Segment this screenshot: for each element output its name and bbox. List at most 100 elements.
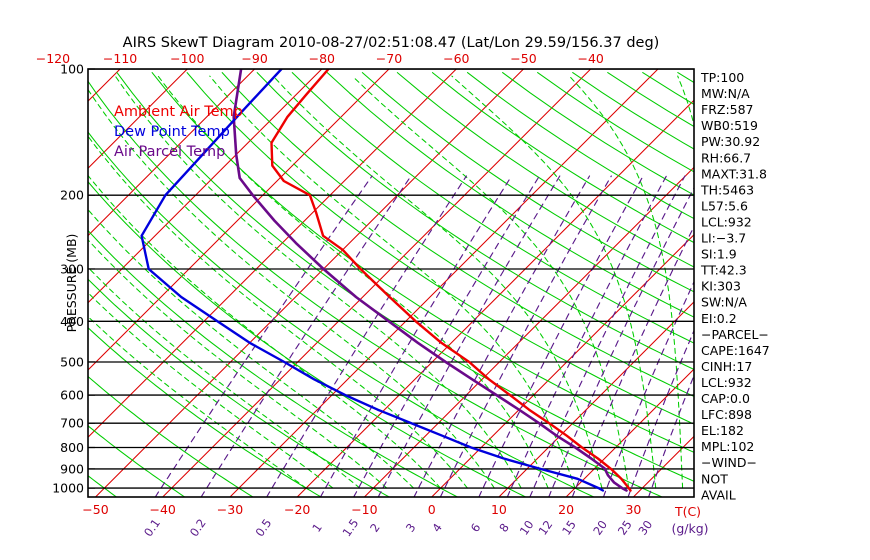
index-row-0: TP:100: [700, 70, 744, 85]
pressure-tick-500: 500: [60, 355, 84, 370]
moist-adiabat-24: [272, 75, 603, 489]
y-axis-label: PRESSURE (MB): [64, 234, 79, 333]
top-temp-tick-3: −90: [241, 51, 267, 66]
plot-frame: [87, 68, 695, 498]
mixing-ratio-tick-15: 15: [559, 518, 579, 538]
index-row-22: EL:182: [701, 423, 744, 438]
pressure-tick-600: 600: [60, 388, 84, 403]
dry-adiabat-60: [186, 72, 694, 425]
index-row-26: AVAIL: [701, 487, 736, 502]
pressure-tick-labels: 100 200 300 400 500 600 700 800 900 1000: [52, 62, 95, 496]
pressure-tick-800: 800: [60, 440, 84, 455]
moist-adiabat-20: [209, 75, 576, 489]
mixing-ratio-0.5: [266, 175, 467, 497]
index-row-1: MW:N/A: [701, 86, 750, 101]
dry-adiabat-150: [502, 72, 694, 196]
index-row-3: WB0:519: [701, 118, 758, 133]
mixing-ratio-30: [648, 374, 694, 497]
bottom-temp-tick-3: −20: [284, 502, 310, 517]
top-temp-tick-7: −50: [510, 51, 536, 66]
mixing-ratio-3: [413, 175, 591, 497]
index-row-4: PW:30.92: [701, 134, 760, 149]
mixing-ratio-2: [377, 175, 561, 497]
top-temp-tick-labels: −120 −110 −100 −90 −80 −70 −60 −50 −40: [36, 51, 604, 66]
moist-adiabat-16: [157, 75, 549, 489]
index-row-11: SI:1.9: [701, 247, 737, 262]
moist-adiabat-36: [568, 75, 684, 489]
mixing-ratio-tick-12: 12: [535, 518, 555, 538]
top-temp-tick-1: −110: [103, 51, 137, 66]
dry-adiabat-40: [116, 72, 694, 482]
index-row-5: RH:66.7: [701, 150, 751, 165]
legend-item-0: Ambient Air Temp: [114, 104, 243, 120]
dry-adiabat-50: [151, 72, 694, 453]
moist-adiabat-12: [114, 75, 522, 489]
top-temp-tick-5: −70: [376, 51, 402, 66]
isotherm--50: [94, 69, 525, 497]
bottom-temp-tick-0: −50: [82, 502, 108, 517]
mixing-ratio-8: [506, 175, 667, 497]
mixing-ratio-tick-10: 10: [517, 518, 537, 538]
top-temp-tick-2: −100: [170, 51, 204, 66]
top-temp-tick-6: −60: [443, 51, 469, 66]
dry-adiabat-70: [221, 72, 694, 397]
dry-adiabat-80: [256, 72, 694, 371]
isotherm--60: [88, 69, 457, 439]
pressure-tick-200: 200: [60, 188, 84, 203]
bottom-temp-tick-4: −10: [351, 502, 377, 517]
bottom-temp-tick-1: −40: [150, 502, 176, 517]
index-row-10: LI:−3.7: [701, 231, 746, 246]
dry-adiabat-100: [326, 72, 694, 318]
x-axis-label-temperature: T(C): [674, 504, 701, 519]
dry-adiabat-90: [291, 72, 694, 344]
index-row-14: SW:N/A: [701, 295, 747, 310]
moist-adiabat-4: [88, 135, 469, 489]
legend: Ambient Air Temp Dew Point Temp Air Parcel…: [114, 104, 243, 160]
dry-adiabat--30: [88, 375, 254, 497]
legend-item-2: Air Parcel Temp: [114, 144, 225, 160]
legend-item-1: Dew Point Temp: [114, 124, 230, 140]
index-row-2: FRZ:587: [701, 102, 754, 117]
pressure-tick-100: 100: [60, 62, 84, 77]
curve-air-parcel-temp: [232, 69, 628, 492]
index-row-19: LCL:932: [701, 375, 752, 390]
index-row-17: CAPE:1647: [701, 343, 770, 358]
mixing-ratio-tick-25: 25: [615, 518, 635, 538]
index-row-9: LCL:932: [701, 215, 752, 230]
bottom-temp-tick-8: 30: [625, 502, 641, 517]
index-row-12: TT:42.3: [700, 263, 747, 278]
x-axis-label-mixing-ratio: (g/kg): [671, 521, 708, 536]
top-temp-tick-8: −40: [578, 51, 604, 66]
isotherm--90: [88, 69, 256, 237]
isotherm--30: [229, 69, 659, 497]
bottom-temp-tick-2: −30: [217, 502, 243, 517]
index-row-15: EI:0.2: [701, 311, 737, 326]
mixing-ratio-10: [529, 175, 686, 497]
mixing-ratio-tick-30: 30: [635, 518, 655, 538]
mixing-ratio-15: [571, 225, 694, 497]
index-row-6: MAXT:31.8: [701, 166, 767, 181]
moist-adiabat--16: [88, 291, 334, 489]
dry-adiabat-120: [396, 72, 694, 268]
indices-panel: TP:100MW:N/AFRZ:587WB0:519PW:30.92RH:66.…: [700, 70, 770, 502]
curve-dew-point-temp: [140, 69, 605, 492]
dry-adiabat-0: [88, 229, 458, 497]
top-temp-tick-0: −120: [36, 51, 70, 66]
pressure-tick-300: 300: [60, 262, 84, 277]
moist-adiabat--4: [88, 208, 415, 489]
top-temp-tick-4: −80: [309, 51, 335, 66]
mixing-ratio-1: [319, 175, 513, 497]
index-row-13: KI:303: [701, 279, 741, 294]
dry-adiabat-140: [466, 72, 694, 220]
isotherm--20: [296, 99, 694, 497]
isotherm--100: [88, 69, 188, 170]
pressure-tick-700: 700: [60, 416, 84, 431]
dry-adiabat-160: [537, 72, 694, 173]
moist-adiabat--20: [88, 315, 307, 489]
dry-adiabat-130: [431, 72, 694, 244]
index-row-8: L57:5.6: [701, 198, 748, 213]
isotherm-10: [498, 301, 694, 497]
index-row-21: LFC:898: [701, 407, 752, 422]
